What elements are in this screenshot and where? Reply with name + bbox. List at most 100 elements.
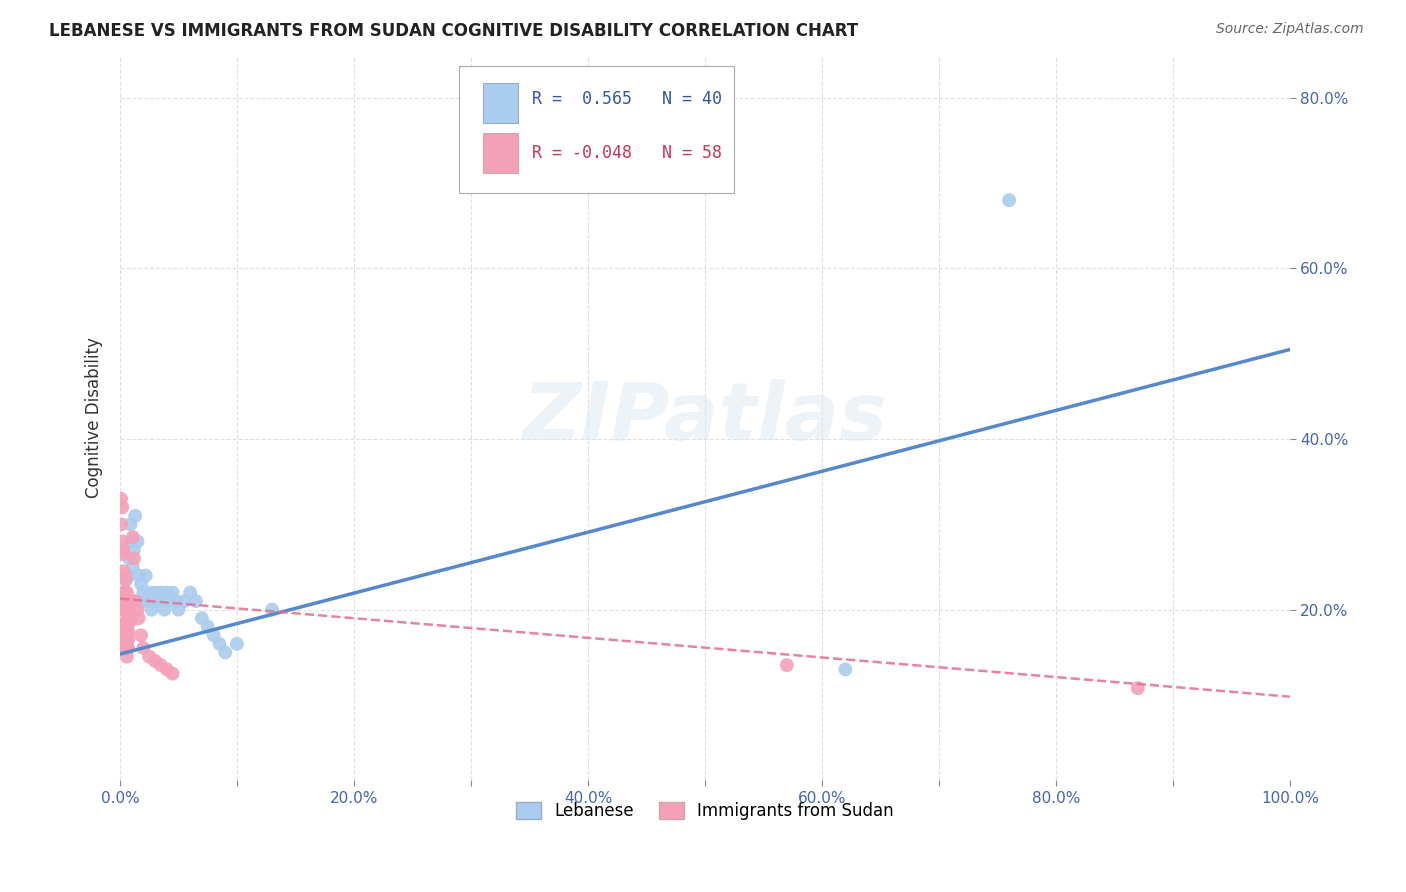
Point bbox=[112, 543, 135, 558]
Point bbox=[138, 649, 160, 664]
Point bbox=[132, 641, 155, 656]
Point bbox=[191, 611, 214, 625]
Point bbox=[120, 611, 142, 625]
Point bbox=[117, 641, 139, 656]
Point bbox=[141, 602, 163, 616]
Point bbox=[162, 666, 184, 681]
Point bbox=[122, 551, 145, 566]
Point bbox=[114, 573, 136, 587]
Point bbox=[146, 594, 169, 608]
Point bbox=[114, 615, 136, 630]
Point bbox=[114, 615, 136, 630]
Point bbox=[114, 585, 136, 599]
Point bbox=[153, 602, 176, 616]
Point bbox=[124, 508, 146, 523]
Point bbox=[117, 624, 139, 638]
Text: LEBANESE VS IMMIGRANTS FROM SUDAN COGNITIVE DISABILITY CORRELATION CHART: LEBANESE VS IMMIGRANTS FROM SUDAN COGNIT… bbox=[49, 22, 858, 40]
Point bbox=[998, 193, 1021, 207]
Point bbox=[118, 602, 141, 616]
FancyBboxPatch shape bbox=[482, 83, 517, 122]
Point bbox=[121, 594, 143, 608]
Point bbox=[115, 607, 138, 621]
Point bbox=[112, 635, 135, 649]
Text: R =  0.565   N = 40: R = 0.565 N = 40 bbox=[531, 90, 721, 108]
Point bbox=[117, 632, 139, 647]
Point bbox=[129, 577, 152, 591]
Point bbox=[162, 585, 184, 599]
Point bbox=[112, 585, 135, 599]
Text: R = -0.048   N = 58: R = -0.048 N = 58 bbox=[531, 144, 721, 162]
Point bbox=[115, 637, 138, 651]
Point bbox=[143, 585, 166, 599]
Point bbox=[111, 500, 134, 515]
Point bbox=[131, 594, 153, 608]
Point bbox=[132, 585, 155, 599]
Point bbox=[114, 624, 136, 638]
Point bbox=[115, 641, 138, 656]
Point bbox=[114, 573, 136, 587]
Point bbox=[112, 602, 135, 616]
Point bbox=[149, 585, 172, 599]
Point bbox=[114, 602, 136, 616]
Point bbox=[117, 594, 139, 608]
Point bbox=[127, 602, 149, 616]
Point bbox=[114, 594, 136, 608]
Point bbox=[115, 620, 138, 634]
Point bbox=[121, 560, 143, 574]
Point bbox=[111, 624, 134, 638]
Point bbox=[114, 594, 136, 608]
Point bbox=[226, 637, 249, 651]
Point bbox=[115, 628, 138, 642]
Point bbox=[114, 624, 136, 638]
Text: Source: ZipAtlas.com: Source: ZipAtlas.com bbox=[1216, 22, 1364, 37]
Point bbox=[173, 594, 195, 608]
Point bbox=[117, 611, 139, 625]
Point bbox=[117, 602, 139, 616]
Point bbox=[834, 662, 856, 676]
Point bbox=[120, 517, 142, 532]
Point bbox=[135, 568, 157, 582]
Point bbox=[127, 534, 149, 549]
Point bbox=[184, 594, 207, 608]
Point bbox=[157, 594, 180, 608]
Point bbox=[121, 530, 143, 544]
Legend: Lebanese, Immigrants from Sudan: Lebanese, Immigrants from Sudan bbox=[509, 795, 901, 826]
Point bbox=[114, 590, 136, 604]
Point bbox=[124, 594, 146, 608]
Point bbox=[115, 594, 138, 608]
Point bbox=[128, 568, 150, 582]
Point bbox=[202, 628, 225, 642]
Point bbox=[776, 658, 799, 673]
Point bbox=[135, 594, 157, 608]
FancyBboxPatch shape bbox=[460, 66, 734, 193]
Text: ZIPatlas: ZIPatlas bbox=[523, 379, 887, 457]
Y-axis label: Cognitive Disability: Cognitive Disability bbox=[86, 337, 103, 498]
Point bbox=[110, 517, 132, 532]
Point bbox=[114, 568, 136, 582]
Point bbox=[111, 547, 134, 561]
Point bbox=[121, 534, 143, 549]
Point bbox=[114, 641, 136, 656]
Point bbox=[114, 585, 136, 599]
Point bbox=[208, 637, 231, 651]
Point bbox=[112, 590, 135, 604]
Point bbox=[179, 585, 201, 599]
Point bbox=[156, 662, 179, 676]
Point bbox=[1126, 681, 1149, 695]
Point bbox=[114, 602, 136, 616]
FancyBboxPatch shape bbox=[482, 134, 517, 173]
Point bbox=[122, 543, 145, 558]
Point bbox=[118, 615, 141, 630]
Point bbox=[165, 594, 187, 608]
Point bbox=[117, 568, 139, 582]
Point bbox=[197, 620, 219, 634]
Point bbox=[112, 564, 135, 578]
Point bbox=[129, 628, 152, 642]
Point bbox=[260, 602, 283, 616]
Point bbox=[149, 658, 172, 673]
Point bbox=[115, 649, 138, 664]
Point bbox=[118, 551, 141, 566]
Point bbox=[142, 594, 165, 608]
Point bbox=[111, 534, 134, 549]
Point bbox=[138, 585, 160, 599]
